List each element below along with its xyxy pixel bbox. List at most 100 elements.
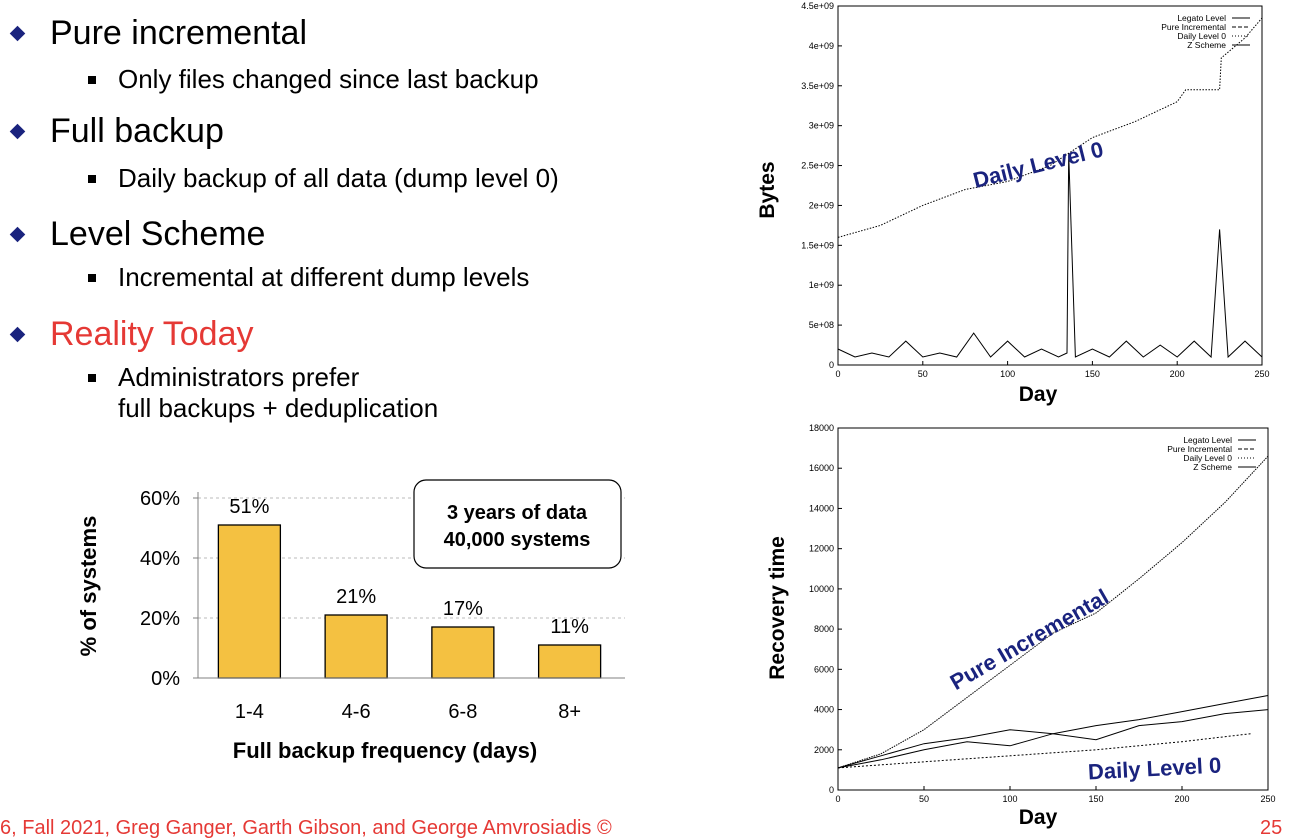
- y-axis-label: Recovery time: [766, 536, 789, 680]
- diamond-bullet-icon: [6, 121, 28, 143]
- bullet-title: Pure incremental: [50, 14, 308, 52]
- legend-label: Daily Level 0: [1177, 31, 1226, 41]
- square-bullet-icon: [88, 274, 96, 282]
- y-tick-label: 6000: [814, 664, 834, 674]
- legend-label: Daily Level 0: [1183, 453, 1232, 463]
- annotation-box: [413, 479, 622, 569]
- x-tick-label: 0: [835, 369, 840, 379]
- bullet-full-backup: Full backup: [6, 112, 224, 151]
- bullet-title: Level Scheme: [50, 215, 266, 253]
- legend-label: Z Scheme: [1187, 40, 1226, 50]
- bullet-level-scheme: Level Scheme: [6, 215, 265, 254]
- legend-label: Pure Incremental: [1161, 22, 1226, 32]
- x-tick-label: 50: [918, 369, 928, 379]
- annotation-line-1: 3 years of data: [447, 502, 588, 524]
- x-tick-label: 100: [1002, 794, 1017, 804]
- x-tick-label: 6-8: [448, 701, 477, 723]
- page-number: 25: [1260, 817, 1283, 839]
- y-tick-label: 60%: [140, 488, 180, 510]
- series-line: [837, 17, 1263, 238]
- backup-frequency-bar-chart: 0% 20% 40% 60% 1-4 4-6 6-8 8+ 51% 21% 17% 11% % o…: [76, 479, 625, 763]
- square-bullet-icon: [88, 374, 96, 382]
- footer-text: 6, Fall 2021, Greg Ganger, Garth Gibson,…: [0, 817, 612, 839]
- x-tick-label: 200: [1170, 369, 1185, 379]
- square-bullet-icon: [88, 76, 96, 84]
- legend-label: Z Scheme: [1193, 462, 1232, 472]
- legend-label: Legato Level: [1183, 435, 1232, 445]
- plot-frame: [837, 5, 1263, 366]
- bar-data-label: 11%: [550, 616, 589, 638]
- bar-data-label: 17%: [443, 598, 483, 620]
- y-tick-label: 10000: [809, 584, 834, 594]
- y-axis-label: Bytes: [756, 161, 779, 218]
- bullet-reality-today: Reality Today: [6, 315, 254, 354]
- recovery-time-line-chart: 0 50 100 150 200 250 0 2000 4000 6000 8000 10000 120…: [766, 423, 1276, 829]
- y-axis-label: % of systems: [76, 516, 101, 657]
- sub-bullet: Incremental at different dump levels: [88, 262, 529, 293]
- bytes-line-chart: 0 50 100 150 200 250 0 5e+08 1e+09 1.5e+09 2e+09 2.…: [756, 1, 1270, 406]
- pure-incremental-annotation: Pure Incremental: [946, 584, 1113, 695]
- sub-bullet-text: Only files changed since last backup: [118, 64, 539, 94]
- y-tick-label: 2.5e+09: [801, 161, 834, 171]
- bar: [537, 644, 602, 679]
- y-tick-label: 18000: [809, 423, 834, 433]
- y-tick-label: 4.5e+09: [801, 1, 834, 11]
- x-axis-label: Day: [1019, 383, 1058, 406]
- bar-data-label: 51%: [229, 496, 269, 518]
- square-bullet-icon: [88, 175, 96, 183]
- y-tick-label: 20%: [140, 608, 180, 630]
- y-tick-label: 0: [829, 360, 834, 370]
- sub-bullet-text: Incremental at different dump levels: [118, 262, 530, 292]
- y-tick-label: 1e+09: [809, 280, 834, 290]
- legend-label: Pure Incremental: [1167, 444, 1232, 454]
- y-tick-label: 3e+09: [809, 121, 834, 131]
- x-axis-label: Full backup frequency (days): [233, 738, 537, 763]
- plot-frame: [837, 427, 1269, 791]
- y-tick-label: 14000: [809, 503, 834, 513]
- daily-level-0-annotation: Daily Level 0: [970, 136, 1105, 193]
- y-tick-label: 1.5e+09: [801, 240, 834, 250]
- x-tick-label: 200: [1174, 794, 1189, 804]
- y-tick-label: 16000: [809, 463, 834, 473]
- x-tick-label: 150: [1085, 369, 1100, 379]
- sub-bullet: Daily backup of all data (dump level 0): [88, 163, 559, 194]
- y-tick-label: 4000: [814, 705, 834, 715]
- x-tick-label: 250: [1254, 369, 1269, 379]
- y-tick-label: 4e+09: [809, 41, 834, 51]
- series-line: [837, 153, 1263, 359]
- y-tick-label: 2000: [814, 745, 834, 755]
- bar: [324, 614, 388, 679]
- y-tick-label: 3.5e+09: [801, 81, 834, 91]
- sub-bullet-line: full backups + deduplication: [118, 393, 439, 423]
- bar: [217, 524, 282, 679]
- x-tick-label: 1-4: [235, 701, 264, 723]
- series-line: [837, 455, 1269, 769]
- bar: [431, 626, 495, 679]
- diamond-bullet-icon: [6, 324, 28, 346]
- x-tick-label: 50: [919, 794, 929, 804]
- sub-bullet-line: Administrators prefer: [118, 362, 360, 392]
- bullet-title: Reality Today: [50, 315, 254, 353]
- y-tick-label: 8000: [814, 624, 834, 634]
- y-tick-label: 2e+09: [809, 200, 834, 210]
- series-line: [837, 709, 1269, 769]
- x-axis-label: Day: [1019, 806, 1058, 829]
- annotation-line-2: 40,000 systems: [444, 529, 591, 551]
- y-tick-label: 0%: [151, 668, 180, 690]
- bullet-pure-incremental: Pure incremental: [6, 14, 307, 53]
- bullet-title: Full backup: [50, 112, 224, 150]
- diamond-bullet-icon: [6, 224, 28, 246]
- y-tick-label: 12000: [809, 544, 834, 554]
- x-tick-label: 8+: [558, 701, 581, 723]
- bar-data-label: 21%: [336, 586, 376, 608]
- x-tick-label: 250: [1260, 794, 1275, 804]
- series-line: [837, 733, 1251, 769]
- x-tick-label: 150: [1088, 794, 1103, 804]
- y-tick-label: 5e+08: [809, 320, 834, 330]
- y-tick-label: 40%: [140, 548, 180, 570]
- y-tick-label: 0: [829, 785, 834, 795]
- x-tick-label: 4-6: [342, 701, 371, 723]
- sub-bullet-text: Daily backup of all data (dump level 0): [118, 163, 559, 193]
- sub-bullet-text: Administrators prefer full backups + ded…: [118, 362, 438, 424]
- daily-level-0-annotation: Daily Level 0: [1087, 753, 1221, 785]
